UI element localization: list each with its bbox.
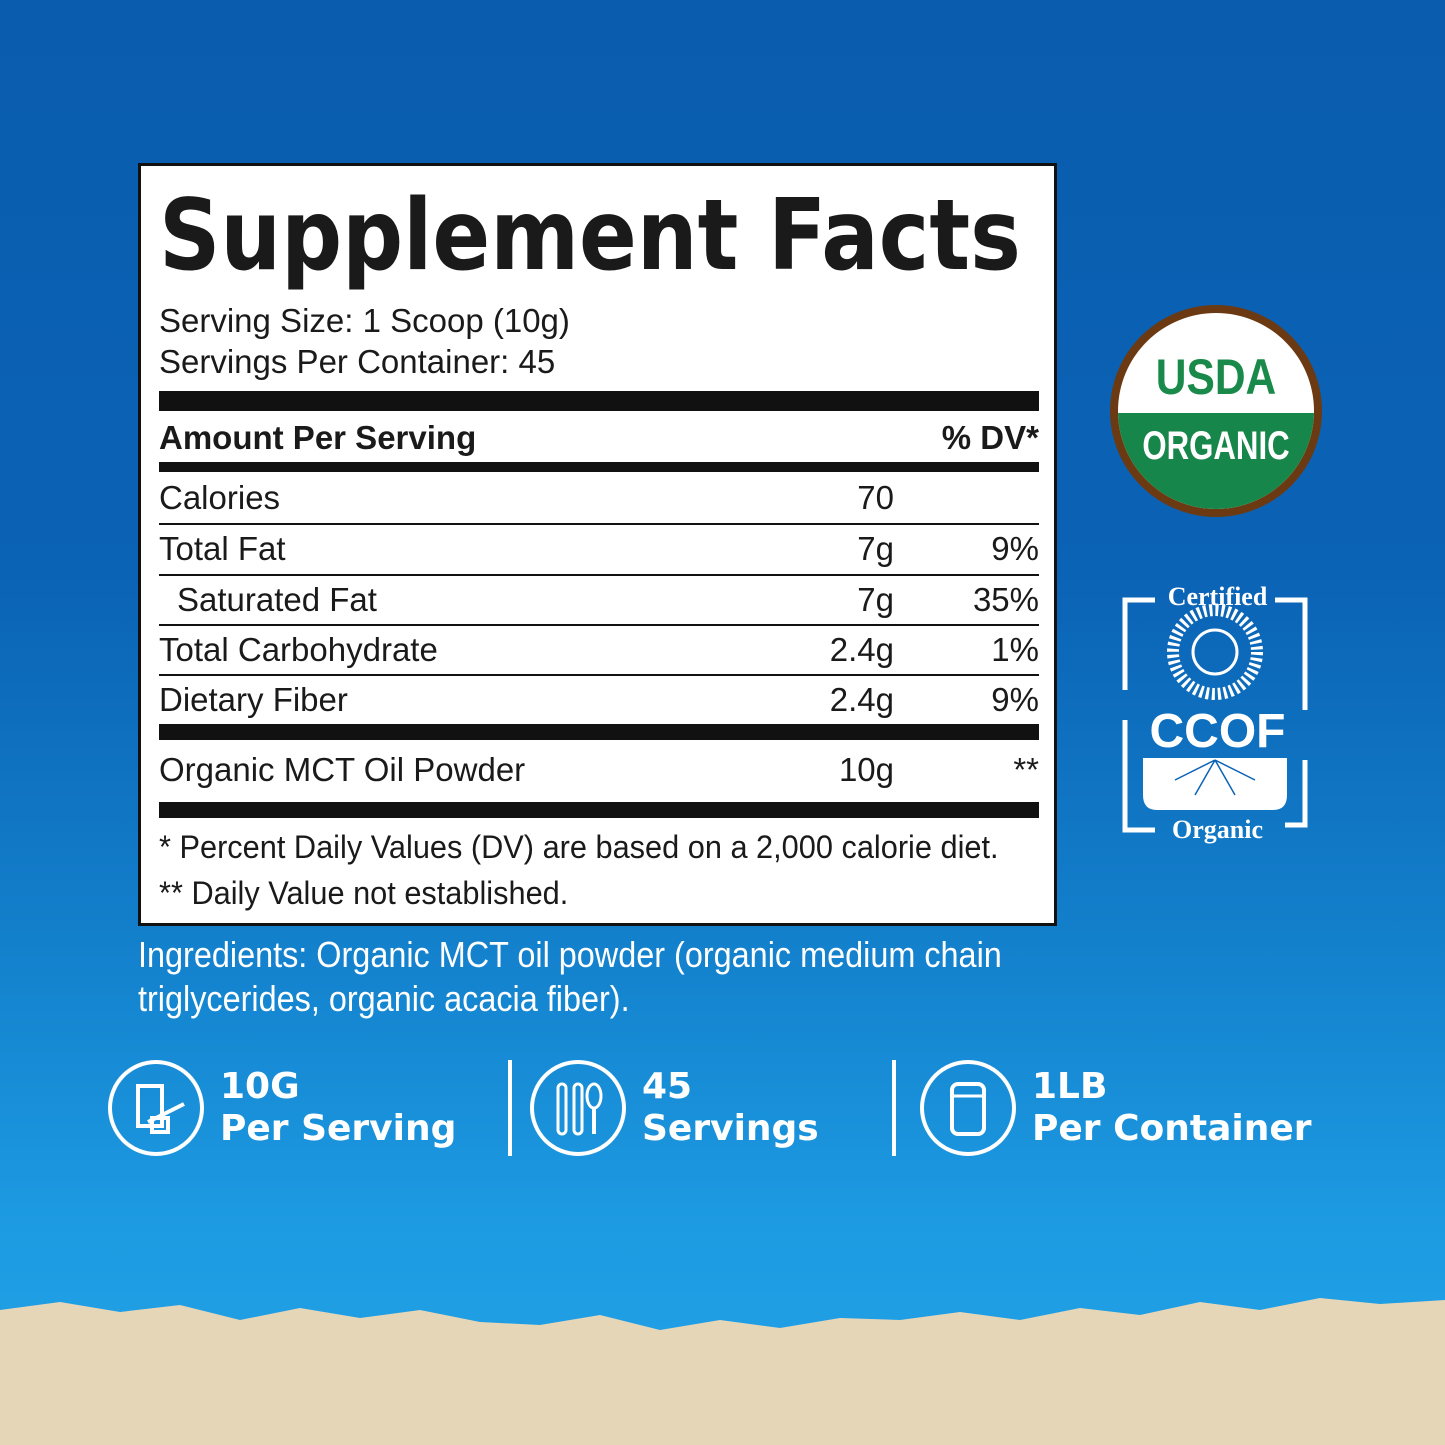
nutrient-name: Calories <box>159 479 281 516</box>
stat-value: 45 <box>642 1066 693 1107</box>
dv: 9% <box>991 681 1039 718</box>
footnote-dv: * Percent Daily Values (DV) are based on… <box>159 829 999 865</box>
amount: 2.4g <box>829 681 894 718</box>
amount: 70 <box>857 479 894 516</box>
organic-text: ORGANIC <box>1142 424 1290 468</box>
dv: ** <box>1013 751 1039 788</box>
ingredients: Ingredients: Organic MCT oil powder (org… <box>138 934 1002 1019</box>
divider <box>159 523 1039 525</box>
usda-organic-seal: USDA ORGANIC <box>1110 305 1322 517</box>
ccof-frame-icon <box>1122 597 1308 833</box>
dv: 9% <box>991 530 1039 567</box>
amount-header: Amount Per Serving % DV* <box>159 414 1039 462</box>
nutrient-name: Dietary Fiber <box>159 681 348 718</box>
stat-label: Per Container <box>1032 1108 1312 1149</box>
scoop-glass-icon <box>108 1060 204 1156</box>
ccof-certified-organic-logo: Certified CCOF Organic <box>1115 580 1320 850</box>
serving-size: Serving Size: 1 Scoop (10g) <box>159 302 570 339</box>
nutrient-name: Total Fat <box>159 530 286 567</box>
divider <box>159 574 1039 576</box>
stat-servings: 45 Servings <box>530 1060 819 1156</box>
supplement-facts-panel: Supplement Facts Serving Size: 1 Scoop (… <box>138 163 1057 926</box>
dv: 1% <box>991 631 1039 668</box>
divider <box>159 391 1039 411</box>
amount: 2.4g <box>829 631 894 668</box>
divider <box>892 1060 896 1156</box>
amount: 10g <box>838 751 894 788</box>
panel-title: Supplement Facts <box>159 179 1021 293</box>
organic-text: Organic <box>1172 815 1263 844</box>
footnote-not-established: ** Daily Value not established. <box>159 875 569 911</box>
stat-per-serving: 10G Per Serving <box>108 1060 456 1156</box>
usda-text: USDA <box>1155 349 1277 405</box>
divider <box>159 724 1039 740</box>
stat-per-container: 1LB Per Container <box>920 1060 1312 1156</box>
stats-row: 10G Per Serving 45 Servings 1LB Per Contain… <box>108 1060 1338 1160</box>
stat-label: Per Serving <box>220 1108 457 1149</box>
divider <box>159 802 1039 818</box>
table-row: Organic MCT Oil Powder 10g ** <box>159 746 1039 794</box>
table-row: Dietary Fiber 2.4g 9% <box>159 676 1039 724</box>
utensils-icon <box>530 1060 626 1156</box>
divider <box>159 674 1039 676</box>
divider <box>508 1060 512 1156</box>
table-row: Calories 70 <box>159 474 1039 522</box>
powder-texture <box>0 1298 1445 1445</box>
dv-header: % DV* <box>941 419 1039 456</box>
dv: 35% <box>972 581 1039 618</box>
divider <box>159 624 1039 626</box>
ccof-text: CCOF <box>1149 705 1286 758</box>
divider <box>159 462 1039 472</box>
nutrient-name: Total Carbohydrate <box>159 631 438 668</box>
servings-per-container: Servings Per Container: 45 <box>159 343 556 380</box>
table-row: Saturated Fat 7g 35% <box>159 576 1039 624</box>
certified-text: Certified <box>1167 582 1268 611</box>
stat-value: 1LB <box>1032 1066 1108 1107</box>
table-row: Total Carbohydrate 2.4g 1% <box>159 626 1039 674</box>
table-row: Total Fat 7g 9% <box>159 525 1039 573</box>
nutrient-name: Saturated Fat <box>177 581 377 618</box>
container-icon <box>920 1060 1016 1156</box>
stat-value: 10G <box>220 1066 300 1107</box>
amount: 7g <box>857 581 894 618</box>
amount: 7g <box>857 530 894 567</box>
stat-label: Servings <box>642 1108 819 1149</box>
amount-per-serving: Amount Per Serving <box>159 419 477 456</box>
nutrient-name: Organic MCT Oil Powder <box>159 751 526 788</box>
